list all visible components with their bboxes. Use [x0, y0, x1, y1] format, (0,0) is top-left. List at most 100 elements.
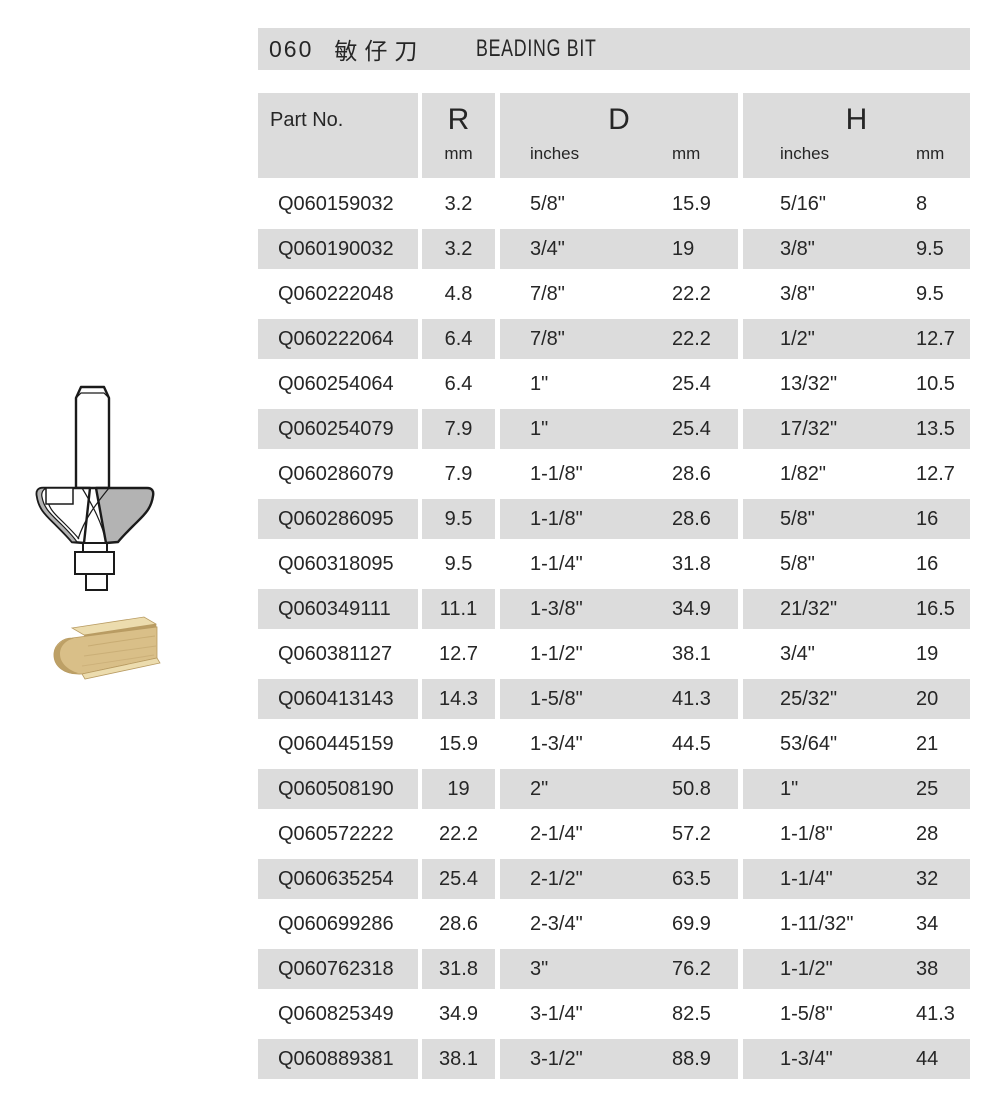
header-d-inches: inches: [530, 144, 580, 163]
column-gap: [418, 634, 422, 674]
header-d: D inches mm: [500, 93, 738, 178]
cell-d: 3/4" 19: [500, 229, 738, 269]
cell-h-mm: 44: [916, 1048, 939, 1070]
cell-h-inches: 1-5/8": [780, 1003, 833, 1025]
table-row: Q060286079 7.9 1-1/8" 28.6 1/82" 12.7: [258, 454, 970, 494]
cell-d: 5/8" 15.9: [500, 184, 738, 224]
cell-h: 25/32" 20: [743, 679, 970, 719]
cell-r-mm: 22.2: [422, 814, 495, 854]
cell-d-inches: 3-1/4": [530, 1003, 583, 1025]
cell-d-inches: 1": [530, 418, 549, 440]
cell-h: 1/2" 12.7: [743, 319, 970, 359]
column-gap: [418, 994, 422, 1034]
cell-part-no: Q060762318: [258, 949, 418, 989]
cell-h-inches: 1": [780, 778, 799, 800]
cell-h: 1-3/4" 44: [743, 1039, 970, 1079]
table-row: Q060222064 6.4 7/8" 22.2 1/2" 12.7: [258, 319, 970, 359]
cell-d-mm: 25.4: [672, 418, 711, 440]
table-row: Q060508190 19 2" 50.8 1" 25: [258, 769, 970, 809]
column-gap: [418, 724, 422, 764]
cell-d-mm: 22.2: [672, 328, 711, 350]
cell-d: 1-5/8" 41.3: [500, 679, 738, 719]
cell-d-mm: 57.2: [672, 823, 711, 845]
column-gap: [418, 589, 422, 629]
cell-h-mm: 20: [916, 688, 939, 710]
table-row: Q060413143 14.3 1-5/8" 41.3 25/32" 20: [258, 679, 970, 719]
cell-d-mm: 88.9: [672, 1048, 711, 1070]
cell-d: 3-1/4" 82.5: [500, 994, 738, 1034]
column-gap: [738, 184, 743, 224]
column-gap: [738, 769, 743, 809]
cell-h-inches: 13/32": [780, 373, 838, 395]
column-gap: [418, 1039, 422, 1079]
cell-d-mm: 44.5: [672, 733, 711, 755]
column-gap: [418, 769, 422, 809]
column-gap: [495, 769, 500, 809]
cell-h: 21/32" 16.5: [743, 589, 970, 629]
cell-h: 5/16" 8: [743, 184, 970, 224]
beading-bit-icon: [35, 385, 155, 591]
cell-r-mm: 31.8: [422, 949, 495, 989]
cell-h-inches: 3/8": [780, 283, 815, 305]
wood-front-face: [53, 626, 158, 675]
column-gap: [418, 184, 422, 224]
column-gap: [418, 93, 422, 178]
column-gap: [418, 499, 422, 539]
cell-r-mm: 9.5: [422, 499, 495, 539]
column-gap: [418, 319, 422, 359]
cell-r-mm: 19: [422, 769, 495, 809]
table-row: Q060286095 9.5 1-1/8" 28.6 5/8" 16: [258, 499, 970, 539]
wood-profile-figure: [42, 608, 167, 703]
cell-h: 1-5/8" 41.3: [743, 994, 970, 1034]
cell-d-inches: 7/8": [530, 328, 565, 350]
column-gap: [495, 274, 500, 314]
cell-d-mm: 34.9: [672, 598, 711, 620]
cell-h: 3/4" 19: [743, 634, 970, 674]
wood-molding-icon: [53, 616, 161, 680]
cell-d-inches: 2-1/4": [530, 823, 583, 845]
cell-part-no: Q060222048: [258, 274, 418, 314]
cell-d: 1" 25.4: [500, 409, 738, 449]
cell-h-mm: 16.5: [916, 598, 955, 620]
cell-h-inches: 17/32": [780, 418, 838, 440]
cell-d: 1-1/8" 28.6: [500, 454, 738, 494]
cell-h: 13/32" 10.5: [743, 364, 970, 404]
cell-d: 2-3/4" 69.9: [500, 904, 738, 944]
table-header: Part No. R mm D inches mm H inches mm: [258, 93, 970, 178]
column-gap: [495, 634, 500, 674]
wood-end-face: [53, 638, 78, 674]
table-row: Q060381127 12.7 1-1/2" 38.1 3/4" 19: [258, 634, 970, 674]
column-gap: [495, 544, 500, 584]
cell-h-mm: 32: [916, 868, 939, 890]
cell-h-inches: 53/64": [780, 733, 838, 755]
cell-d: 7/8" 22.2: [500, 319, 738, 359]
cell-part-no: Q060190032: [258, 229, 418, 269]
column-gap: [738, 994, 743, 1034]
column-gap: [738, 409, 743, 449]
column-gap: [738, 544, 743, 584]
table-row: Q060825349 34.9 3-1/4" 82.5 1-5/8" 41.3: [258, 994, 970, 1034]
cell-part-no: Q060889381: [258, 1039, 418, 1079]
column-gap: [418, 409, 422, 449]
column-gap: [418, 814, 422, 854]
cell-h-mm: 19: [916, 643, 939, 665]
cell-r-mm: 14.3: [422, 679, 495, 719]
column-gap: [495, 319, 500, 359]
table-row: Q060349111 11.1 1-3/8" 34.9 21/32" 16.5: [258, 589, 970, 629]
column-gap: [418, 274, 422, 314]
column-gap: [418, 454, 422, 494]
cell-h-mm: 38: [916, 958, 939, 980]
cell-h: 1-1/4" 32: [743, 859, 970, 899]
cell-h-mm: 12.7: [916, 463, 955, 485]
cell-r-mm: 4.8: [422, 274, 495, 314]
cell-r-mm: 9.5: [422, 544, 495, 584]
cell-part-no: Q060635254: [258, 859, 418, 899]
header-r-unit: mm: [444, 144, 473, 163]
column-gap: [418, 949, 422, 989]
cell-r-mm: 15.9: [422, 724, 495, 764]
column-gap: [418, 364, 422, 404]
column-gap: [495, 589, 500, 629]
column-gap: [738, 634, 743, 674]
table-row: Q060889381 38.1 3-1/2" 88.9 1-3/4" 44: [258, 1039, 970, 1079]
table-row: Q060635254 25.4 2-1/2" 63.5 1-1/4" 32: [258, 859, 970, 899]
